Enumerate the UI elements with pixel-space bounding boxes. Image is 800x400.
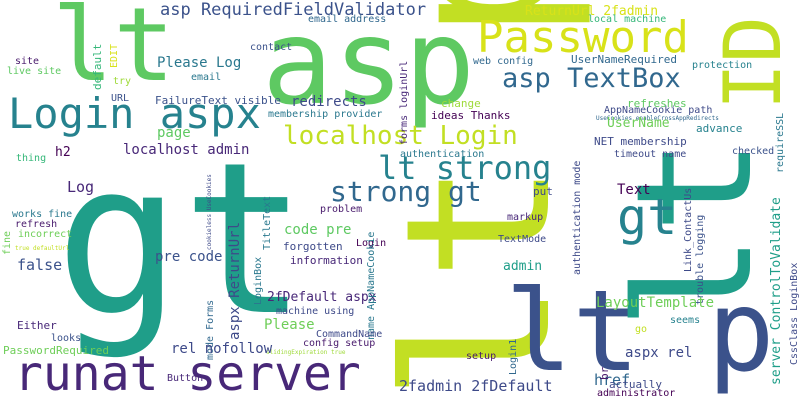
word: timeout name: [614, 150, 686, 160]
word: Login1: [509, 339, 519, 375]
word: CssClass LoginBox: [790, 263, 800, 365]
word: 2fadmin 2fDefault: [399, 379, 553, 394]
word: change: [441, 98, 481, 109]
word: ideas Thanks: [431, 110, 510, 121]
word: authentication mode: [573, 161, 583, 275]
word: Please Log: [157, 56, 241, 70]
word: local machine: [588, 15, 666, 25]
word: TitleText: [263, 196, 273, 250]
word: information: [290, 255, 363, 266]
word: membership provider: [268, 110, 382, 120]
word: NET membership: [594, 136, 687, 147]
word: asp TextBox: [502, 65, 681, 92]
word: protection: [692, 61, 752, 71]
word: Button: [167, 374, 203, 384]
word: try: [113, 77, 131, 87]
word: problem: [320, 205, 362, 215]
word: looks: [51, 334, 81, 344]
word: rel nofollow: [171, 342, 272, 356]
word: contact: [250, 43, 292, 53]
word: refreshes: [627, 98, 687, 109]
word: trouble logging: [696, 215, 706, 305]
word: advance: [696, 123, 742, 134]
word: incorrect: [18, 230, 72, 240]
word: go: [635, 325, 647, 335]
word: LayoutTemplate: [596, 296, 714, 310]
word: pre code: [155, 250, 222, 264]
word: forms loginUrl: [400, 61, 410, 145]
word: forgotten: [283, 241, 343, 252]
word: page: [157, 126, 191, 140]
word: authentication: [400, 150, 484, 160]
word: email address: [308, 15, 386, 25]
word: seems: [670, 316, 700, 326]
word: h2: [55, 146, 71, 159]
word: web config: [473, 57, 533, 67]
word: UserNameRequired: [571, 54, 677, 65]
word: email: [191, 73, 221, 83]
word: LoginBox: [254, 257, 264, 305]
word: setup: [466, 352, 496, 362]
word: Text: [617, 183, 651, 197]
word: code pre: [284, 223, 351, 237]
word: Log: [67, 180, 94, 195]
word: Either: [17, 320, 57, 331]
word: config setup: [303, 339, 375, 349]
word: false: [17, 258, 62, 273]
word: Please: [264, 318, 315, 332]
word: fine: [3, 231, 13, 255]
word: true defaultUrl: [15, 246, 69, 252]
word: live site: [7, 67, 61, 77]
word: UserName: [607, 117, 670, 130]
word: default: [92, 44, 103, 90]
word: FailureText visible: [155, 95, 281, 106]
word: EDIT: [110, 44, 120, 68]
word: slidingExpiration true: [266, 350, 345, 356]
word: PasswordRequired: [3, 345, 109, 356]
word: administrator: [597, 389, 675, 399]
word: aspx ReturnUrl: [228, 222, 242, 340]
word: localhost admin: [123, 143, 249, 157]
word: TextMode: [498, 235, 546, 245]
word: markup: [507, 213, 543, 223]
word: checked: [732, 147, 774, 157]
word: URL: [111, 94, 129, 104]
word: aspx rel: [625, 346, 692, 360]
word: name AppNameCookie: [367, 232, 377, 340]
word: thing: [16, 154, 46, 164]
word: 2fDefault aspx: [267, 291, 377, 304]
word: redirects: [291, 95, 367, 109]
word: Link_ContactUs: [684, 188, 694, 272]
word: gt: [617, 192, 677, 242]
word: admin: [503, 260, 542, 273]
word: machine using: [276, 307, 354, 317]
word: requireSSL: [776, 113, 786, 173]
word: strong gt: [330, 178, 482, 206]
word: cookieless UseCookies: [207, 174, 213, 250]
word: server ControlToValidate: [770, 197, 783, 385]
word: put: [533, 186, 553, 197]
